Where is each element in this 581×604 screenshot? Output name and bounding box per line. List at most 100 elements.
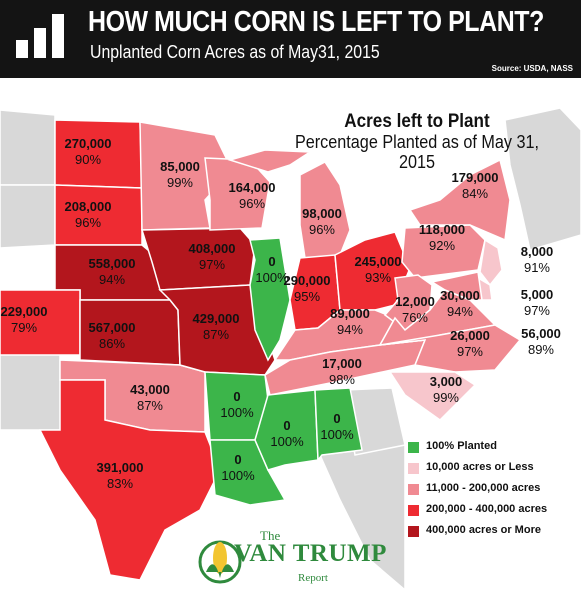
header-bar: HOW MUCH CORN IS LEFT TO PLANT? Unplante… xyxy=(0,0,581,78)
brand-report: Report xyxy=(298,572,328,584)
legend-item: 400,000 acres or More xyxy=(404,522,576,543)
legend-label: 400,000 acres or More xyxy=(426,524,541,536)
legend-swatch xyxy=(408,484,419,495)
state-label-oh: 245,000 93% xyxy=(355,254,402,286)
legend-swatch xyxy=(408,526,419,537)
state-label-wv: 12,000 76% xyxy=(395,294,435,326)
state-label-md: 56,000 89% xyxy=(521,326,561,358)
state-pct-sc: 99% xyxy=(432,390,460,405)
state-pct-tx: 83% xyxy=(106,476,134,491)
state-label-ny: 179,000 84% xyxy=(452,170,499,202)
state-acres-wi: 164,000 xyxy=(228,180,276,195)
us-corn-map xyxy=(0,78,581,604)
state-pct-ky: 94% xyxy=(336,322,364,337)
state-acres-pa: 118,000 xyxy=(418,222,466,237)
state-acres-ar: 0 xyxy=(233,389,241,404)
state-label-ok: 43,000 87% xyxy=(130,382,170,414)
states-layer xyxy=(0,119,522,581)
page-title: HOW MUCH CORN IS LEFT TO PLANT? xyxy=(88,6,544,38)
brand-name: VAN TRUMP xyxy=(234,540,387,567)
state-pct-pa: 92% xyxy=(428,238,456,253)
state-label-sd: 208,000 96% xyxy=(65,199,112,231)
state-pct-ar: 100% xyxy=(220,405,254,420)
state-acres-in: 290,000 xyxy=(283,273,331,288)
state-pct-ms: 100% xyxy=(270,434,304,449)
state-pct-de: 97% xyxy=(523,303,551,318)
state-il xyxy=(249,237,291,362)
state-pct-ks: 86% xyxy=(98,336,126,351)
corn-emblem-icon xyxy=(198,540,242,584)
state-acres-al: 0 xyxy=(333,411,341,426)
state-pct-oh: 93% xyxy=(364,270,392,285)
state-pct-ok: 87% xyxy=(136,398,164,413)
state-pct-mi: 96% xyxy=(308,222,336,237)
state-sc xyxy=(388,371,477,421)
state-acres-mn: 85,000 xyxy=(160,159,200,174)
state-pct-nj: 91% xyxy=(523,260,551,275)
leader-line-md xyxy=(474,298,521,332)
state-al xyxy=(314,387,363,463)
state-acres-nd: 270,000 xyxy=(64,136,112,151)
region-mt xyxy=(0,109,56,186)
legend-swatch xyxy=(408,505,419,516)
state-acres-va: 30,000 xyxy=(440,288,480,303)
state-pct-ny: 84% xyxy=(461,186,489,201)
state-pct-co: 79% xyxy=(10,320,38,335)
state-pct-ne: 94% xyxy=(98,272,126,287)
state-acres-ok: 43,000 xyxy=(130,382,170,397)
state-pct-la: 100% xyxy=(221,468,255,483)
legend-label: 11,000 - 200,000 acres xyxy=(426,482,541,494)
map-heading-date: Percentage Planted as of May 31, 2015 xyxy=(294,132,540,172)
state-label-de: 5,000 97% xyxy=(521,287,554,319)
state-pct-mo: 87% xyxy=(202,327,230,342)
state-label-ky: 89,000 94% xyxy=(330,306,370,338)
state-label-co: 229,000 79% xyxy=(1,304,48,336)
state-acres-ia: 408,000 xyxy=(188,241,236,256)
state-mi-upper xyxy=(227,149,313,173)
legend-label: 10,000 acres or Less xyxy=(426,461,534,473)
legend-item: 11,000 - 200,000 acres xyxy=(404,480,576,501)
legend-label: 100% Planted xyxy=(426,440,497,452)
region-nm xyxy=(0,347,66,431)
legend: 100% Planted 10,000 acres or Less 11,000 -… xyxy=(404,438,576,543)
state-label-mo: 429,000 87% xyxy=(193,311,240,343)
state-label-wi: 164,000 96% xyxy=(229,180,276,212)
state-label-mn: 85,000 99% xyxy=(160,159,200,191)
map-heading: Acres left to Plant Percentage Planted a… xyxy=(262,112,572,173)
state-pct-va: 94% xyxy=(446,304,474,319)
state-acres-la: 0 xyxy=(234,452,242,467)
region-wy xyxy=(0,184,56,249)
region-new-england xyxy=(504,107,581,251)
legend-item: 10,000 acres or Less xyxy=(404,459,576,480)
leader-line-nj xyxy=(499,243,521,257)
state-pct-tn: 98% xyxy=(328,372,356,387)
state-label-sc: 3,000 99% xyxy=(430,374,463,406)
legend-swatch xyxy=(408,442,419,453)
state-pct-wi: 96% xyxy=(238,196,266,211)
state-pct-in: 95% xyxy=(293,289,321,304)
source-note: Source: USDA, NASS xyxy=(491,64,573,73)
state-acres-ky: 89,000 xyxy=(330,306,370,321)
state-acres-mi: 98,000 xyxy=(302,206,342,221)
state-pct-md: 89% xyxy=(527,342,555,357)
legend-item: 200,000 - 400,000 acres xyxy=(404,501,576,522)
state-pct-nc: 97% xyxy=(456,344,484,359)
state-pct-nd: 90% xyxy=(74,152,102,167)
state-label-va: 30,000 94% xyxy=(440,288,480,320)
state-label-la: 0 100% xyxy=(221,452,254,484)
state-acres-mo: 429,000 xyxy=(192,311,240,326)
state-pct-al: 100% xyxy=(320,427,354,442)
leader-line-de xyxy=(489,283,511,292)
state-label-tx: 391,000 83% xyxy=(97,460,144,492)
state-acres-tn: 17,000 xyxy=(322,356,362,371)
legend-swatch xyxy=(408,463,419,474)
bar-chart-logo-icon xyxy=(16,14,64,58)
page-subtitle: Unplanted Corn Acres as of May31, 2015 xyxy=(90,42,380,62)
state-mi xyxy=(299,161,351,259)
legend-item: 100% Planted xyxy=(404,438,576,459)
state-acres-md: 56,000 xyxy=(521,326,561,341)
state-label-in: 290,000 95% xyxy=(284,273,331,305)
state-acres-de: 5,000 xyxy=(520,287,554,302)
state-pa xyxy=(401,224,486,279)
brand-the: The xyxy=(260,528,281,543)
